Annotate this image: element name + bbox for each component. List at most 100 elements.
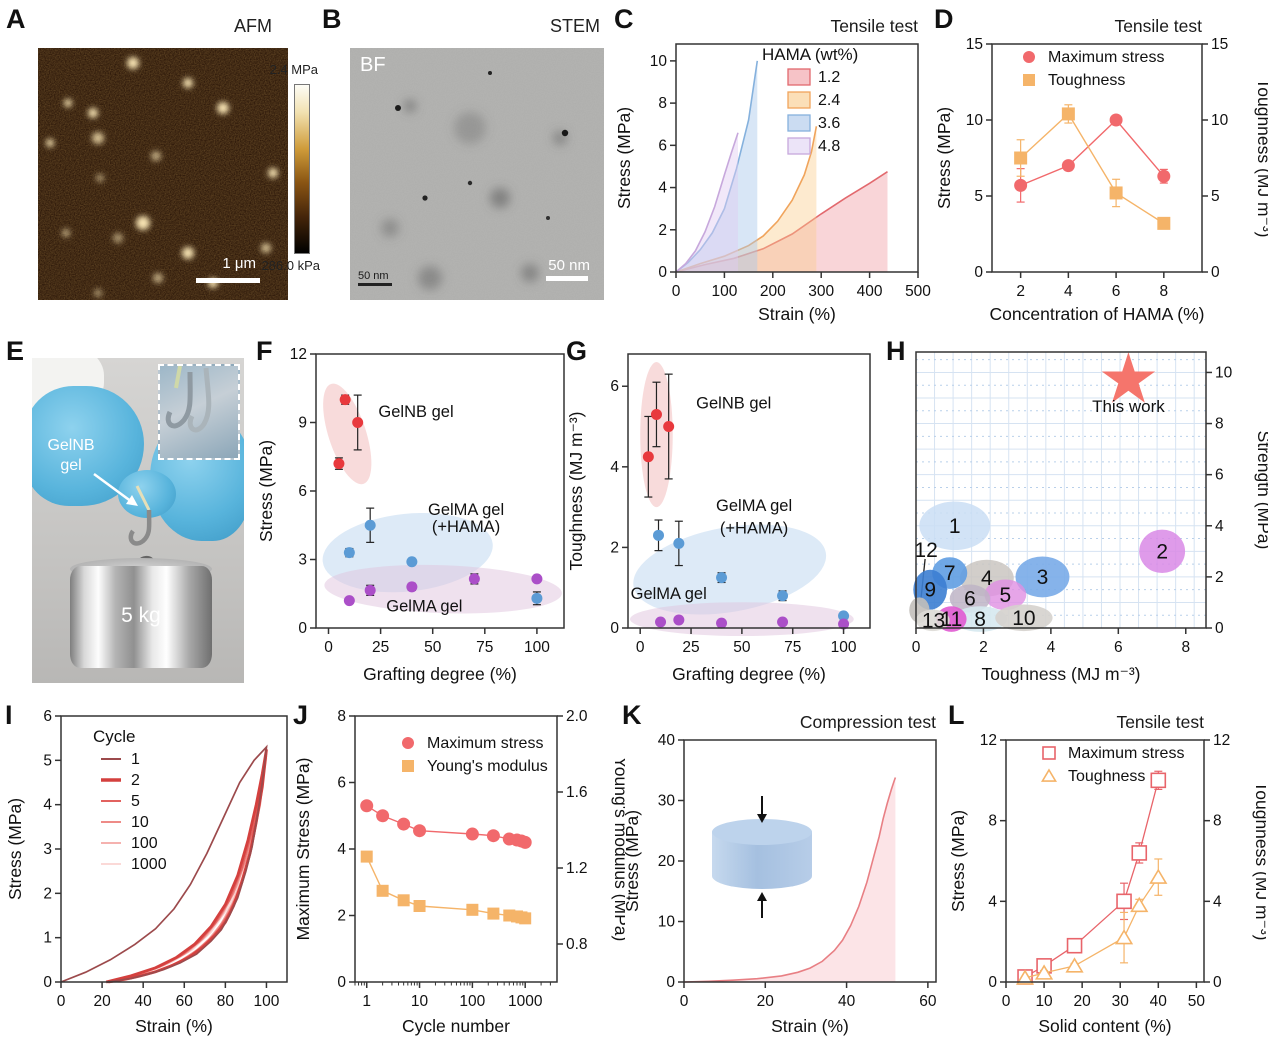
svg-text:2: 2 [131,772,140,789]
svg-text:0: 0 [1215,620,1224,637]
panel-letter-d: D [934,4,954,34]
svg-text:Toughness: Toughness [1048,72,1125,89]
svg-text:Compression test: Compression test [800,712,936,732]
svg-text:0: 0 [1213,974,1222,991]
chart-i: 0 20 40 60 80 100 0 1 2 3 4 5 6 Strain (%) Stress (MPa… [5,700,301,1044]
svg-text:4: 4 [1064,283,1073,300]
svg-text:300: 300 [808,283,834,300]
svg-text:40: 40 [838,993,856,1010]
panel-letter-c: C [614,4,634,34]
panel-b: B STEM [322,4,614,334]
svg-text:75: 75 [784,639,801,656]
svg-text:20: 20 [93,993,111,1010]
afm-colorbar [294,84,310,254]
stem-scalebar-label: 50 nm [548,257,590,274]
svg-text:100: 100 [524,639,550,656]
svg-text:10: 10 [1012,607,1035,630]
svg-text:Toughness (MJ m⁻³): Toughness (MJ m⁻³) [1252,782,1266,941]
svg-text:100: 100 [831,639,857,656]
svg-text:2: 2 [979,639,988,656]
svg-text:4: 4 [337,841,346,858]
chart-g: GelNB gel GelMA gel (+HAMA) GelMA gel 0 25 50 7… [566,336,884,697]
svg-text:0: 0 [337,974,346,991]
svg-text:0: 0 [672,283,681,300]
svg-text:10: 10 [1035,993,1053,1010]
svg-text:10: 10 [411,993,429,1010]
panel-letter-a: A [6,4,26,34]
svg-text:15: 15 [966,36,983,53]
svg-text:4: 4 [610,459,619,476]
svg-text:Toughness (MJ m⁻³): Toughness (MJ m⁻³) [982,664,1141,684]
svg-text:Maximum stress: Maximum stress [427,735,543,752]
svg-text:5: 5 [131,793,140,810]
weight-label: 5 kg [121,604,161,627]
svg-text:Strain (%): Strain (%) [771,1016,849,1036]
chart-h: 1 2 3 4 5 6 7 8 9 10 11 12 13 This work 0 2 4 6 8 0 2 4 6 8 10 To… [886,336,1268,697]
svg-text:Tensile test: Tensile test [1114,16,1202,36]
svg-text:500: 500 [905,283,931,300]
chart-j: 1 10 100 1000 0 2 4 6 8 0.8 1.2 1.6 2.0 Cycle number M… [293,700,631,1044]
svg-text:12: 12 [914,539,937,562]
svg-text:HAMA (wt%): HAMA (wt%) [762,45,858,64]
svg-text:4.8: 4.8 [818,138,840,155]
svg-text:0: 0 [1002,993,1011,1010]
chart-f: GelNB gel GelMA gel (+HAMA) GelMA gel 0 25 50 7… [256,336,578,697]
svg-text:4: 4 [658,180,667,197]
panel-i: I 0 20 40 60 80 100 0 1 2 3 4 5 6 Strain (%) Stress (M… [5,700,301,1044]
svg-text:0: 0 [57,993,66,1010]
svg-text:0: 0 [636,639,645,656]
panel-c: C 0 100 200 300 400 500 0 2 4 6 8 10 Strain (%) Stres… [614,4,934,334]
svg-text:60: 60 [919,993,937,1010]
svg-text:2: 2 [658,222,667,239]
svg-text:100: 100 [459,993,485,1010]
svg-text:Tensile test: Tensile test [1116,712,1204,732]
svg-text:100: 100 [254,993,280,1010]
afm-noise-texture [38,48,288,300]
svg-text:GelNB gel: GelNB gel [378,403,453,421]
stem-title: STEM [549,16,600,36]
svg-text:GelMA gel: GelMA gel [716,497,792,515]
svg-text:10: 10 [131,814,149,831]
svg-text:40: 40 [1150,993,1168,1010]
svg-text:2: 2 [610,539,619,556]
svg-text:9: 9 [298,415,307,432]
svg-text:GelMA gel: GelMA gel [631,585,707,603]
svg-text:4: 4 [1047,639,1056,656]
svg-text:GelMA gel: GelMA gel [428,501,504,519]
svg-text:1.2: 1.2 [566,860,588,877]
svg-text:1.6: 1.6 [566,784,588,801]
panel-g: G GelNB gel GelMA gel (+HAMA) GelMA gel 0 25 5… [566,336,884,692]
svg-text:9: 9 [924,579,936,602]
svg-text:0: 0 [658,264,667,281]
svg-text:1: 1 [362,993,371,1010]
svg-text:Tensile test: Tensile test [830,16,918,36]
svg-text:0: 0 [988,974,997,991]
svg-text:8: 8 [337,708,346,725]
svg-text:6: 6 [298,483,307,500]
svg-text:2.4: 2.4 [818,92,840,109]
svg-text:Stress (MPa): Stress (MPa) [622,810,642,912]
panel-k: K 0 20 40 60 0 10 20 30 40 Strain (%) Stress (MPa)… [622,700,952,1044]
svg-text:50: 50 [733,639,751,656]
svg-text:2: 2 [337,908,346,925]
svg-text:12: 12 [290,346,307,363]
svg-text:30: 30 [1112,993,1130,1010]
svg-text:Concentration of HAMA (%): Concentration of HAMA (%) [990,304,1205,324]
svg-text:3.6: 3.6 [818,115,840,132]
svg-text:80: 80 [217,993,235,1010]
svg-text:8: 8 [974,608,986,631]
svg-text:Cycle number: Cycle number [402,1016,510,1036]
svg-text:1000: 1000 [508,993,543,1010]
svg-text:GelMA gel: GelMA gel [386,598,462,616]
svg-text:1: 1 [131,751,140,768]
panel-d: D 2 4 6 8 0 5 10 15 0 5 10 15 Concentration of HAMA … [934,4,1268,334]
svg-text:6: 6 [1112,283,1121,300]
svg-text:200: 200 [760,283,786,300]
stem-noise-texture [350,48,604,300]
svg-text:30: 30 [658,793,676,810]
svg-text:100: 100 [131,835,158,852]
svg-text:6: 6 [337,775,346,792]
